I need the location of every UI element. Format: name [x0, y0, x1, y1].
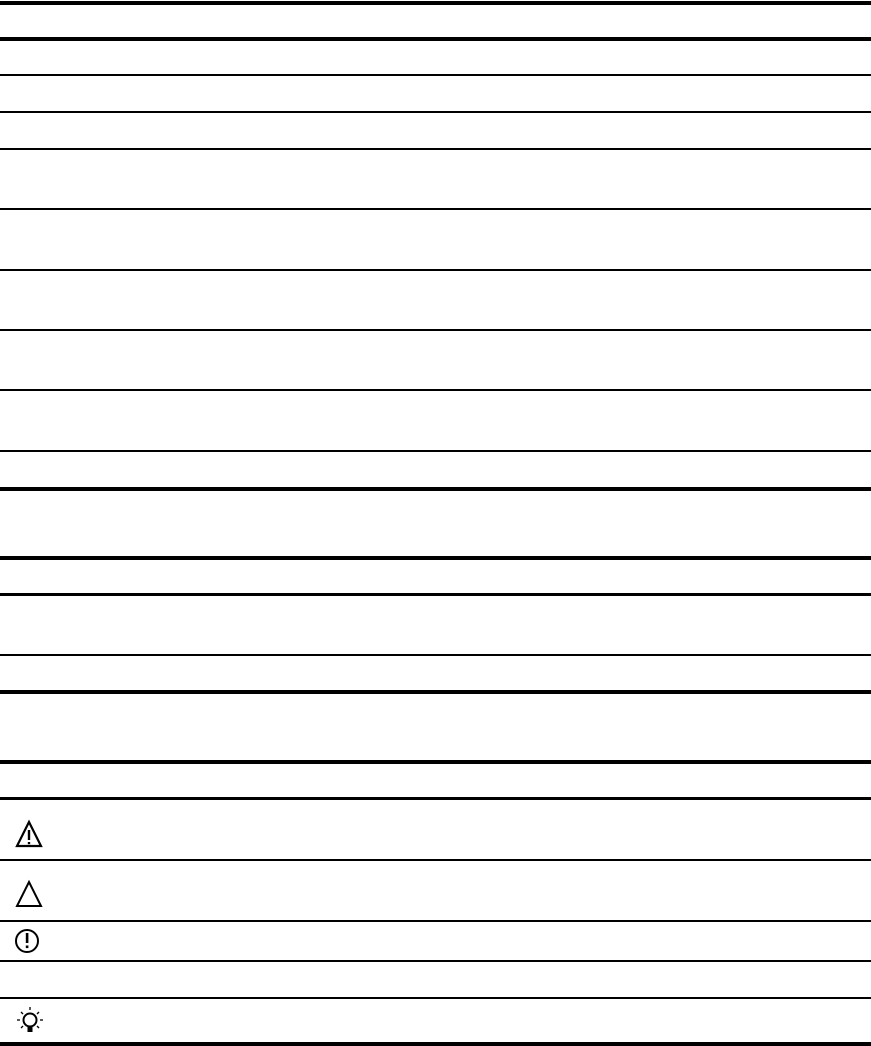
table-row-divider: [0, 329, 871, 331]
important-icon: [15, 929, 39, 953]
table-row-divider: [0, 920, 871, 922]
table-bottom-rule: [0, 690, 871, 694]
caution-icon: [15, 879, 43, 907]
tip-icon: [17, 1007, 43, 1032]
table-row-divider: [0, 859, 871, 861]
table-row-divider: [0, 997, 871, 999]
table-row-divider: [0, 389, 871, 391]
table-header-rule: [0, 37, 871, 41]
table-top-rule: [0, 556, 871, 560]
table-header-rule: [0, 797, 871, 800]
table-bottom-rule: [0, 1042, 871, 1046]
warning-icon: [15, 819, 43, 848]
table-row-divider: [0, 111, 871, 113]
table-top-rule: [0, 760, 871, 764]
table-row-divider: [0, 148, 871, 150]
table-header-rule: [0, 593, 871, 596]
table-row-divider: [0, 208, 871, 210]
table-top-rule: [0, 1, 871, 5]
table-row-divider: [0, 960, 871, 962]
table-row-divider: [0, 74, 871, 76]
table-bottom-rule: [0, 487, 871, 491]
table-row-divider: [0, 654, 871, 656]
table-row-divider: [0, 269, 871, 271]
table-row-divider: [0, 450, 871, 452]
